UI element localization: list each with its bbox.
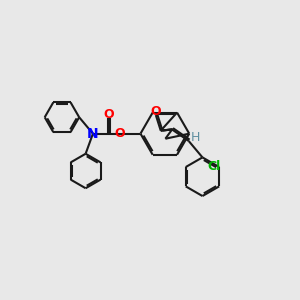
Text: H: H — [190, 130, 200, 144]
Text: Cl: Cl — [207, 160, 220, 173]
Text: N: N — [87, 127, 99, 141]
Text: O: O — [114, 127, 125, 140]
Text: O: O — [103, 108, 114, 121]
Text: O: O — [151, 105, 161, 118]
